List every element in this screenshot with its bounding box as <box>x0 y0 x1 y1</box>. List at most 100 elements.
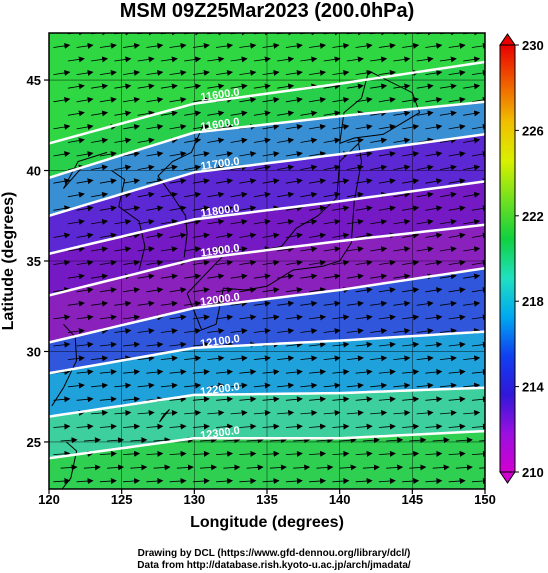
wind-vector <box>448 369 466 376</box>
wind-vector <box>114 409 132 416</box>
wind-vector <box>169 69 187 76</box>
wind-vector <box>393 273 411 280</box>
wind-vector <box>309 369 327 376</box>
wind-vector <box>425 396 443 403</box>
wind-vector <box>99 178 117 185</box>
wind-vector <box>216 369 234 376</box>
wind-vector <box>277 110 295 117</box>
wind-vector <box>216 450 234 457</box>
coastline <box>111 170 146 271</box>
wind-vector <box>346 300 364 307</box>
x-tick-label: 145 <box>401 492 423 507</box>
wind-vector <box>339 437 357 444</box>
wind-vector <box>76 259 94 266</box>
wind-vector <box>239 178 257 185</box>
wind-vector <box>471 96 485 103</box>
contour-line <box>49 223 485 297</box>
wind-vector <box>285 423 303 430</box>
wind-vector <box>448 232 466 239</box>
contour-line <box>49 429 485 460</box>
wind-vector <box>285 396 303 403</box>
wind-vector <box>253 110 271 117</box>
wind-vector <box>146 423 164 430</box>
wind-vector <box>463 191 481 198</box>
wind-vector <box>262 369 280 376</box>
wind-vector <box>370 409 388 416</box>
wind-vector <box>285 287 303 294</box>
wind-vector <box>146 205 164 212</box>
wind-vector <box>123 259 141 266</box>
wind-vector <box>192 450 210 457</box>
wind-vector <box>216 178 234 185</box>
colorbar-tick-label: 214 <box>522 380 544 395</box>
wind-vector <box>300 191 318 198</box>
wind-vector <box>53 259 71 266</box>
chart-title: MSM 09Z25Mar2023 (200.0hPa) <box>120 0 415 22</box>
wind-vector <box>425 369 443 376</box>
wind-vector <box>114 56 132 63</box>
wind-vector <box>184 137 202 144</box>
wind-vectors <box>53 33 485 485</box>
wind-vector <box>262 178 280 185</box>
wind-vector <box>277 409 295 416</box>
wind-vector <box>439 137 457 144</box>
contour-label: 11600.0 <box>200 86 240 103</box>
wind-vector <box>207 246 225 253</box>
credit-data: Data from http://database.rish.kyoto-u.a… <box>137 560 411 571</box>
wind-vector <box>239 396 257 403</box>
wind-vector <box>76 124 94 130</box>
wind-vector <box>137 355 155 362</box>
wind-vector <box>463 110 481 117</box>
wind-vector <box>386 437 404 444</box>
wind-vector <box>123 42 141 49</box>
wind-vector <box>123 369 141 376</box>
wind-vector <box>253 328 271 335</box>
wind-vector <box>60 437 78 444</box>
wind-vector <box>262 423 280 430</box>
wind-vector <box>370 219 388 225</box>
wind-vector <box>393 382 411 389</box>
wind-vector <box>378 259 396 266</box>
wind-vector <box>455 437 473 444</box>
wind-vector <box>216 259 234 266</box>
wind-vector <box>239 314 257 321</box>
wind-vector <box>355 259 373 266</box>
wind-vector <box>230 382 248 389</box>
wind-vector <box>277 328 295 335</box>
wind-vector <box>123 151 141 158</box>
wind-vector <box>416 83 434 90</box>
wind-vector <box>448 69 466 76</box>
wind-vector <box>416 409 434 416</box>
wind-vector <box>137 219 155 225</box>
wind-vector <box>439 300 457 307</box>
wind-vector <box>123 314 141 321</box>
wind-vector <box>207 273 225 280</box>
wind-vector <box>332 178 350 185</box>
wind-vector <box>216 124 234 130</box>
wind-vector <box>300 328 318 335</box>
wind-vector <box>91 246 109 253</box>
wind-vector <box>130 437 148 444</box>
x-tick-label: 135 <box>256 492 278 507</box>
wind-vector <box>216 314 234 321</box>
y-tick-label: 45 <box>27 73 41 88</box>
wind-vector <box>123 124 141 130</box>
wind-vector <box>402 259 420 266</box>
wind-vector <box>123 69 141 76</box>
wind-vector <box>432 437 450 444</box>
wind-vector <box>471 69 485 76</box>
wind-vector <box>378 396 396 403</box>
wind-vector <box>146 178 164 185</box>
wind-vector <box>378 124 396 130</box>
wind-vector <box>448 287 466 294</box>
wind-vector <box>309 124 327 130</box>
contour-label: 12300.0 <box>200 425 241 442</box>
wind-vector <box>262 396 280 403</box>
wind-vector <box>76 151 94 158</box>
wind-vector <box>67 219 85 225</box>
wind-vector <box>184 246 202 253</box>
wind-vector <box>416 219 434 225</box>
wind-vector <box>416 110 434 117</box>
wind-vector <box>169 42 187 49</box>
